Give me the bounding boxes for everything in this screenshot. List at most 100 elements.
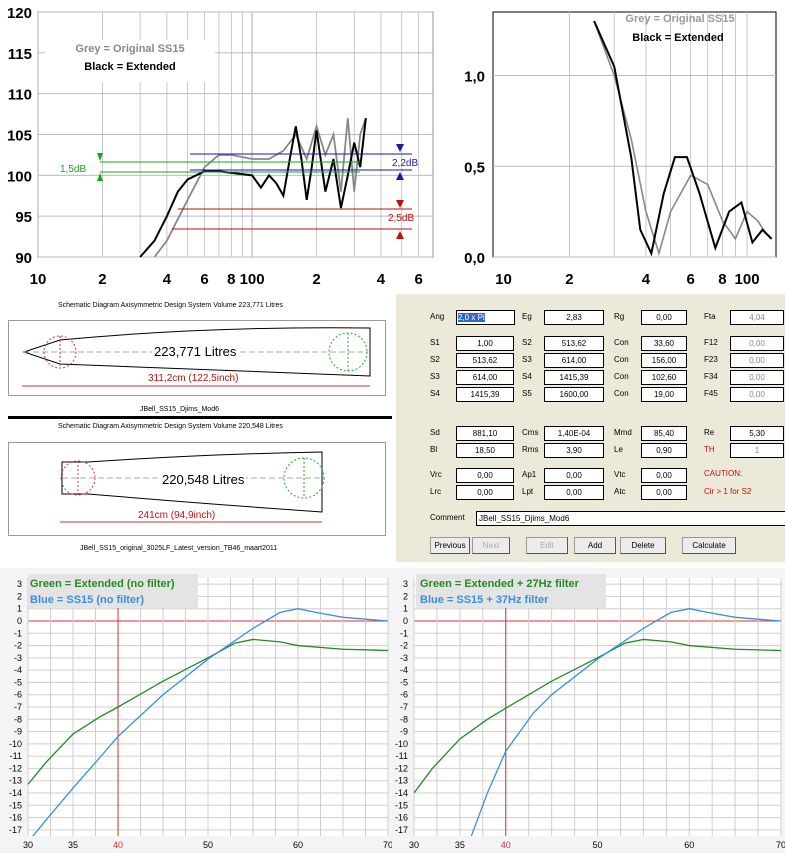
param-input[interactable]: 1,00 [456,336,514,351]
param-input[interactable]: 0,00 [641,468,687,483]
delete-button[interactable]: Delete [620,537,666,554]
y-tick-label: -14 [9,788,22,798]
param-label: TH [704,445,715,454]
y-tick-label: -1 [14,628,22,638]
param-input[interactable]: 1600,00 [544,387,604,402]
annotation-blue-label: 2,2dB [392,158,418,169]
param-input[interactable]: 614,00 [544,353,604,368]
param-input[interactable]: 513,62 [544,336,604,351]
x-tick-label: 6 [414,271,422,288]
param-input[interactable]: 5,30 [730,426,784,441]
y-tick-label: -13 [9,776,22,786]
y-tick-label: 100 [7,168,32,185]
param-input[interactable]: 614,00 [456,370,514,385]
y-tick-label: -7 [400,702,408,712]
legend-green: Green = Extended (no filter) [30,578,175,590]
x-tick-label: 8 [718,271,726,288]
param-label: Rms [522,445,539,454]
y-tick-label: -14 [395,788,408,798]
param-input[interactable]: 0,00 [544,468,604,483]
annotation-blue: 2,2dB [190,144,418,180]
param-input[interactable]: 85,40 [641,426,687,441]
y-tick-label: -16 [395,813,408,823]
schematic-volume-2: 220,548 Litres [160,472,247,487]
param-input[interactable]: 1 [730,443,784,458]
comment-label: Comment [430,513,465,522]
param-input[interactable]: 0,00 [641,485,687,500]
x-tick-label: 35 [455,840,465,850]
y-tick-label: 0 [17,616,22,626]
y-tick-label: 1,0 [464,69,485,86]
calculate-button[interactable]: Calculate [682,537,736,554]
previous-button[interactable]: Previous [430,537,470,554]
param-input[interactable]: 513,62 [456,353,514,368]
y-tick-label: -5 [400,677,408,687]
param-fta-input[interactable]: 4,04 [730,310,784,325]
y-tick-label: 0,0 [464,250,485,267]
param-input[interactable]: 0,00 [730,353,784,368]
param-input[interactable]: 156,00 [641,353,687,368]
x-tick-label: 2 [98,271,106,288]
param-input[interactable]: 102,60 [641,370,687,385]
y-tick-label: -4 [400,665,408,675]
param-rg-input[interactable]: 0,00 [641,310,687,325]
y-tick-label: -9 [14,727,22,737]
x-tick-label: 50 [203,840,213,850]
param-label: Lrc [430,487,442,496]
y-tick-label: -7 [14,702,22,712]
param-input[interactable]: 19,00 [641,387,687,402]
param-input[interactable]: 0,00 [730,336,784,351]
x-tick-label: 4 [163,271,172,288]
schematic-length-1: 311,2cm (122,5inch) [148,373,239,384]
x-tick-label: 100 [735,271,760,288]
param-input[interactable]: 33,60 [641,336,687,351]
param-input[interactable]: 0,00 [730,370,784,385]
legend-green: Green = Extended + 27Hz filter [420,578,580,590]
y-tick-label: -6 [14,690,22,700]
param-input[interactable]: 1415,39 [456,387,514,402]
param-input[interactable]: 0,00 [544,485,604,500]
group-delay-chart: Grey = Original SS15 Black = Extended 1,… [464,11,777,288]
y-tick-label: -2 [400,641,408,651]
x-tick-label: 6 [687,271,695,288]
x-tick-label: 4 [377,271,386,288]
param-input[interactable]: 0,00 [456,468,514,483]
param-input[interactable]: 3,90 [544,443,604,458]
y-tick-label: -13 [395,776,408,786]
param-input[interactable]: 1,40E-04 [544,426,604,441]
add-button[interactable]: Add [574,537,616,554]
param-eg-input[interactable]: 2,83 [544,310,604,325]
y-tick-label: -15 [395,800,408,810]
param-input[interactable]: 18,50 [456,443,514,458]
y-tick-label: -6 [400,690,408,700]
param-input[interactable]: 881,10 [456,426,514,441]
param-label: Fta [704,312,716,321]
param-label: Sd [430,428,440,437]
param-input[interactable]: 0,90 [641,443,687,458]
schematic-name-1: JBell_SS15_Djims_Mod6 [140,406,219,413]
comment-input[interactable]: JBell_SS15_Djims_Mod6 [476,511,785,526]
schematic-volume-1: 223,771 Litres [152,344,239,359]
param-label: F23 [704,355,718,364]
param-input[interactable]: 0,00 [730,387,784,402]
response-chart-filtered: Green = Extended + 27Hz filter Blue = SS… [392,568,785,853]
edit-button[interactable]: Edit [526,537,568,554]
param-label: Vrc [430,470,442,479]
param-label: Lpt [522,487,534,496]
series-line [32,608,388,836]
next-button[interactable]: Next [472,537,510,554]
y-tick-label: 0 [403,616,408,626]
param-label: Atc [614,487,626,496]
param-input[interactable]: 1415,39 [544,370,604,385]
x-tick-label: 2 [312,271,320,288]
param-input[interactable]: 0,00 [456,485,514,500]
annotation-green: 1,5dB [60,153,360,181]
param-label: S2 [430,355,440,364]
legend-black: Black = Extended [632,32,723,44]
y-tick-label: -12 [395,763,408,773]
param-label: Cms [522,428,539,437]
y-tick-label: -3 [400,653,408,663]
x-tick-label: 40 [501,840,511,850]
param-label: Con [614,338,629,347]
param-ang-input[interactable]: 2,0 x Pi [456,310,515,325]
